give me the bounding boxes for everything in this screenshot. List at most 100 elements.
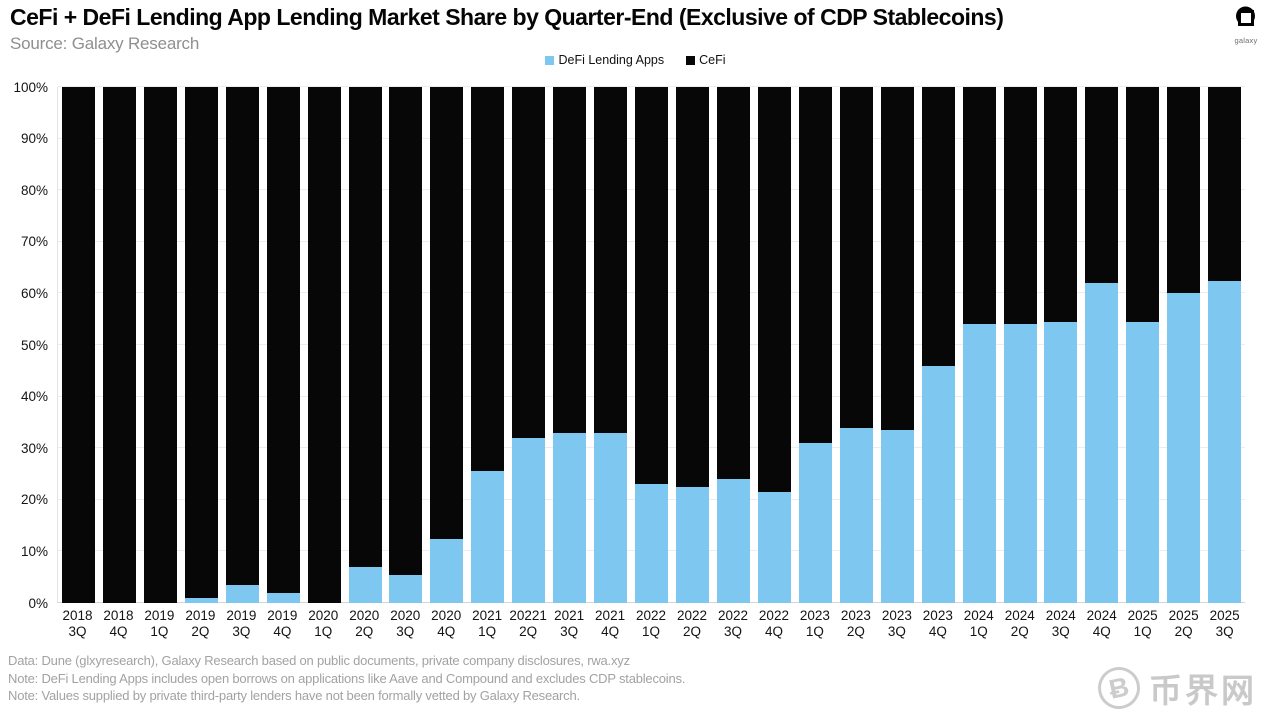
bar-2024-2Q (1000, 87, 1041, 603)
bar-2021-4Q (590, 87, 631, 603)
bar-2020-1Q (304, 87, 345, 603)
cefi-segment (471, 87, 505, 472)
bitcoin-coin-icon: Ƀ (1094, 663, 1144, 713)
watermark: Ƀ 币界网 (1094, 663, 1257, 713)
bar-stack-2025-1Q (1126, 87, 1160, 603)
y-tick-label-70: 70% (20, 234, 48, 250)
y-tick-label-10: 10% (20, 543, 48, 559)
y-tick-label-90: 90% (20, 130, 48, 146)
bar-stack-2023-2Q (839, 87, 873, 603)
defi-segment (962, 324, 996, 603)
defi-segment (635, 484, 669, 603)
bar-stack-2021-3Q (553, 87, 587, 603)
cefi-segment (307, 87, 341, 603)
bar-2022-3Q (713, 87, 754, 603)
bar-stack-2019-3Q (225, 87, 259, 603)
x-tick-label-2019-2Q: 2019 2Q (185, 608, 216, 639)
x-tick-label-2021-3Q: 2021 3Q (554, 608, 585, 639)
bar-stack-2025-2Q (1167, 87, 1201, 603)
bar-stack-2020-2Q (348, 87, 382, 603)
cefi-segment (1208, 87, 1242, 281)
defi-segment (225, 584, 259, 603)
cefi-swatch-icon (686, 55, 696, 65)
bar-stack-2018-3Q (61, 87, 95, 603)
x-tick-label-2023-4Q: 2023 4Q (922, 608, 953, 639)
defi-segment (184, 597, 218, 603)
chart-source: Source: Galaxy Research (10, 34, 200, 53)
legend-item-cefi: CeFi (686, 53, 726, 67)
bar-stack-2024-1Q (962, 87, 996, 603)
bar-2019-1Q (140, 87, 181, 603)
x-tick-label-2021-4Q: 2021 4Q (595, 608, 626, 639)
bar-2025-1Q (1122, 87, 1163, 603)
x-tick-label-2025-1Q: 2025 1Q (1127, 608, 1158, 639)
bar-2022-2Q (672, 87, 713, 603)
bar-stack-2020-1Q (307, 87, 341, 603)
bar-2023-4Q (918, 87, 959, 603)
bar-stack-2022-1Q (635, 87, 669, 603)
defi-segment (389, 574, 423, 603)
bar-2018-3Q (58, 87, 99, 603)
x-tick-label-2024-1Q: 2024 1Q (963, 608, 994, 639)
bar-2020-3Q (386, 87, 427, 603)
bar-stack-2021-4Q (594, 87, 628, 603)
footer-note-vetting: Note: Values supplied by private third-p… (8, 688, 580, 703)
defi-segment (798, 443, 832, 603)
y-tick-label-50: 50% (20, 337, 48, 353)
bar-2019-3Q (222, 87, 263, 603)
bar-2025-3Q (1204, 87, 1245, 603)
x-tick-label-2020-2Q: 2020 2Q (349, 608, 380, 639)
defi-segment (757, 492, 791, 603)
x-tick-label-2024-2Q: 2024 2Q (1004, 608, 1035, 639)
bar-stack-2018-4Q (102, 87, 136, 603)
bar-stack-2020-4Q (430, 87, 464, 603)
defi-segment (348, 566, 382, 603)
bars-container (58, 87, 1245, 603)
y-tick-label-30: 30% (20, 440, 48, 456)
cefi-segment (921, 87, 955, 366)
cefi-segment (348, 87, 382, 567)
cefi-segment (143, 87, 177, 603)
cefi-segment (635, 87, 669, 485)
x-tick-label-2023-2Q: 2023 2Q (840, 608, 871, 639)
y-tick-label-40: 40% (20, 388, 48, 404)
bar-stack-2024-4Q (1085, 87, 1119, 603)
bar-2024-1Q (959, 87, 1000, 603)
cefi-segment (430, 87, 464, 539)
x-tick-label-2023-1Q: 2023 1Q (799, 608, 830, 639)
defi-segment (1085, 283, 1119, 603)
bar-stack-2024-3Q (1044, 87, 1078, 603)
bar-stack-2021-1Q (471, 87, 505, 603)
x-tick-label-2020-3Q: 2020 3Q (390, 608, 421, 639)
bar-2019-2Q (181, 87, 222, 603)
x-tick-label-2023-3Q: 2023 3Q (881, 608, 912, 639)
plot-area (57, 86, 1245, 603)
x-tick-label-2022-1Q: 2022 1Q (636, 608, 667, 639)
bar-stack-2022-2Q (676, 87, 710, 603)
y-tick-label-60: 60% (20, 285, 48, 301)
y-tick-label-80: 80% (20, 182, 48, 198)
bar-stack-2023-3Q (880, 87, 914, 603)
cefi-segment (184, 87, 218, 598)
cefi-segment (553, 87, 587, 433)
x-tick-label-2019-1Q: 2019 1Q (144, 608, 175, 639)
defi-swatch-icon (545, 55, 555, 65)
cefi-segment (225, 87, 259, 585)
cefi-segment (798, 87, 832, 444)
y-tick-label-20: 20% (20, 492, 48, 508)
galaxy-logo-caption: galaxy (1234, 36, 1258, 45)
bar-stack-2019-4Q (266, 87, 300, 603)
bar-2023-2Q (836, 87, 877, 603)
bar-2020-2Q (345, 87, 386, 603)
legend-label-cefi: CeFi (699, 53, 726, 67)
y-tick-label-0: 0% (28, 595, 48, 611)
defi-segment (471, 471, 505, 603)
cefi-segment (61, 87, 95, 603)
defi-segment (430, 538, 464, 603)
cefi-segment (102, 87, 136, 603)
bar-2022-4Q (754, 87, 795, 603)
y-tick-label-100: 100% (13, 79, 48, 95)
bar-stack-2023-4Q (921, 87, 955, 603)
gridline-100 (58, 86, 1245, 87)
